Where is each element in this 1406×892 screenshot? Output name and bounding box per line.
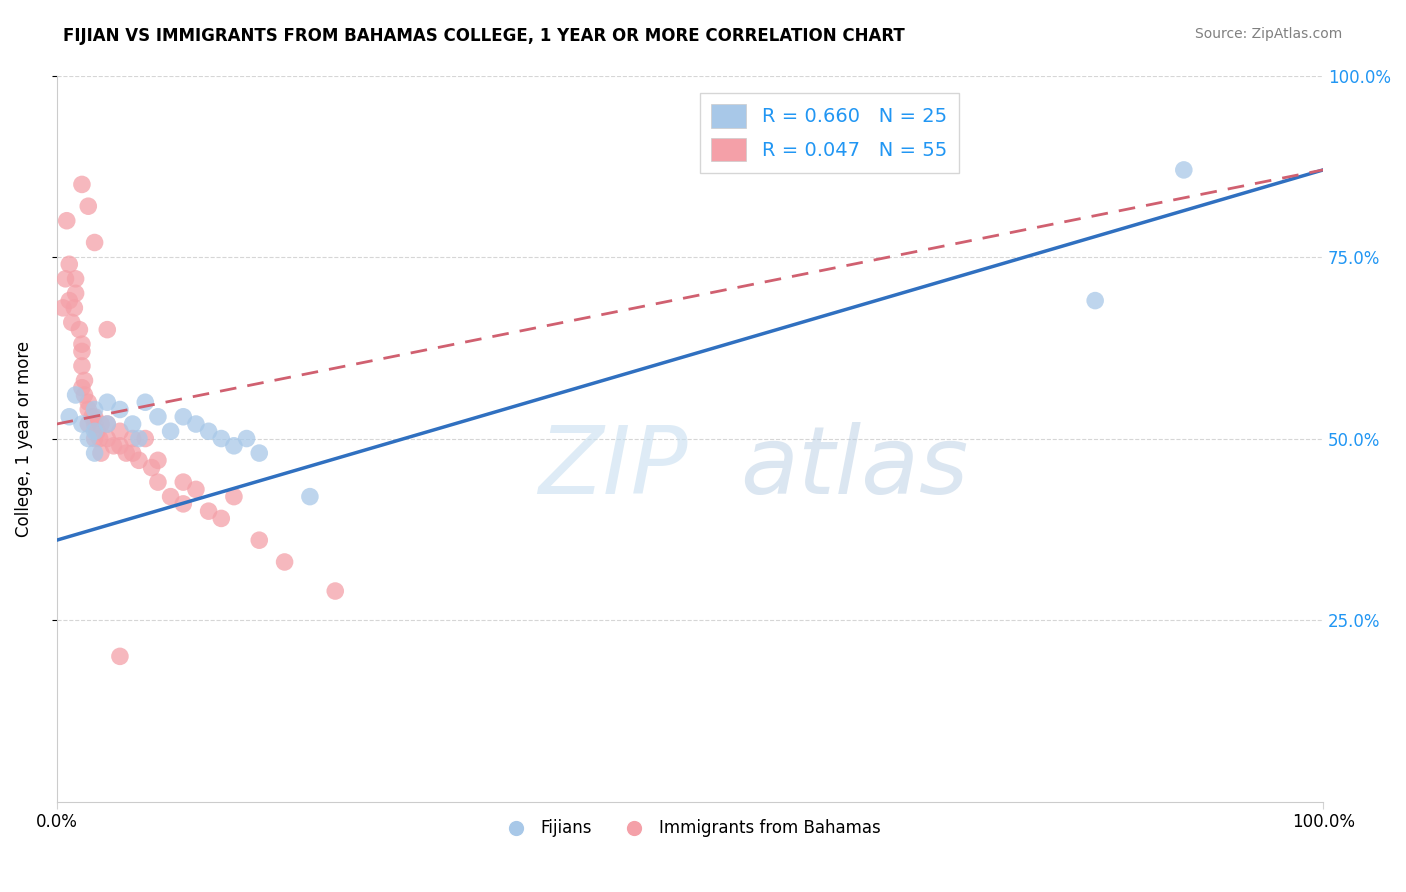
Fijians <box>83 446 105 460</box>
Immigrants from Bahamas <box>70 337 93 351</box>
Immigrants from Bahamas <box>60 315 83 329</box>
Fijians <box>197 425 219 439</box>
Fijians <box>235 432 257 446</box>
Text: Source: ZipAtlas.com: Source: ZipAtlas.com <box>1195 27 1343 41</box>
Immigrants from Bahamas <box>128 453 150 467</box>
Immigrants from Bahamas <box>83 417 105 431</box>
Text: atlas: atlas <box>741 422 969 513</box>
Immigrants from Bahamas <box>70 359 93 373</box>
Immigrants from Bahamas <box>90 446 112 460</box>
Immigrants from Bahamas <box>83 432 105 446</box>
Immigrants from Bahamas <box>55 213 77 227</box>
Fijians <box>83 402 105 417</box>
Fijians <box>134 395 156 409</box>
Fijians <box>121 417 143 431</box>
Fijians <box>108 402 131 417</box>
Immigrants from Bahamas <box>58 293 80 308</box>
Immigrants from Bahamas <box>77 395 100 409</box>
Immigrants from Bahamas <box>108 425 131 439</box>
Fijians <box>65 388 87 402</box>
Immigrants from Bahamas <box>134 432 156 446</box>
Fijians <box>1173 162 1195 177</box>
Immigrants from Bahamas <box>146 475 169 489</box>
Immigrants from Bahamas <box>55 272 77 286</box>
Fijians <box>209 432 232 446</box>
Immigrants from Bahamas <box>65 286 87 301</box>
Immigrants from Bahamas <box>115 446 138 460</box>
Text: FIJIAN VS IMMIGRANTS FROM BAHAMAS COLLEGE, 1 YEAR OR MORE CORRELATION CHART: FIJIAN VS IMMIGRANTS FROM BAHAMAS COLLEG… <box>63 27 905 45</box>
Fijians <box>184 417 207 431</box>
Fijians <box>172 409 194 424</box>
Fijians <box>146 409 169 424</box>
Immigrants from Bahamas <box>89 432 111 446</box>
Fijians <box>96 417 118 431</box>
Immigrants from Bahamas <box>141 460 163 475</box>
Immigrants from Bahamas <box>96 323 118 337</box>
Immigrants from Bahamas <box>63 301 86 315</box>
Immigrants from Bahamas <box>103 439 125 453</box>
Immigrants from Bahamas <box>90 417 112 431</box>
Immigrants from Bahamas <box>86 425 108 439</box>
Fijians <box>58 409 80 424</box>
Immigrants from Bahamas <box>121 446 143 460</box>
Fijians <box>247 446 270 460</box>
Fijians <box>159 425 181 439</box>
Immigrants from Bahamas <box>58 257 80 271</box>
Immigrants from Bahamas <box>159 490 181 504</box>
Fijians <box>83 425 105 439</box>
Text: ZIP: ZIP <box>538 422 688 513</box>
Fijians <box>222 439 245 453</box>
Immigrants from Bahamas <box>77 417 100 431</box>
Immigrants from Bahamas <box>209 511 232 525</box>
Immigrants from Bahamas <box>247 533 270 548</box>
Fijians <box>128 432 150 446</box>
Fijians <box>96 395 118 409</box>
Immigrants from Bahamas <box>96 432 118 446</box>
Fijians <box>1084 293 1107 308</box>
Immigrants from Bahamas <box>77 199 100 213</box>
Y-axis label: College, 1 year or more: College, 1 year or more <box>15 341 32 537</box>
Legend: Fijians, Immigrants from Bahamas: Fijians, Immigrants from Bahamas <box>492 813 887 844</box>
Immigrants from Bahamas <box>146 453 169 467</box>
Fijians <box>77 432 100 446</box>
Immigrants from Bahamas <box>184 483 207 497</box>
Immigrants from Bahamas <box>222 490 245 504</box>
Fijians <box>70 417 93 431</box>
Immigrants from Bahamas <box>67 323 90 337</box>
Immigrants from Bahamas <box>108 649 131 664</box>
Immigrants from Bahamas <box>172 475 194 489</box>
Immigrants from Bahamas <box>83 409 105 424</box>
Fijians <box>298 490 321 504</box>
Immigrants from Bahamas <box>323 584 346 599</box>
Immigrants from Bahamas <box>70 344 93 359</box>
Immigrants from Bahamas <box>65 272 87 286</box>
Immigrants from Bahamas <box>73 374 96 388</box>
Immigrants from Bahamas <box>52 301 75 315</box>
Immigrants from Bahamas <box>108 439 131 453</box>
Immigrants from Bahamas <box>70 381 93 395</box>
Immigrants from Bahamas <box>83 235 105 250</box>
Immigrants from Bahamas <box>197 504 219 518</box>
Immigrants from Bahamas <box>273 555 295 569</box>
Immigrants from Bahamas <box>77 402 100 417</box>
Immigrants from Bahamas <box>96 417 118 431</box>
Immigrants from Bahamas <box>70 178 93 192</box>
Immigrants from Bahamas <box>73 388 96 402</box>
Immigrants from Bahamas <box>80 409 103 424</box>
Immigrants from Bahamas <box>172 497 194 511</box>
Immigrants from Bahamas <box>121 432 143 446</box>
